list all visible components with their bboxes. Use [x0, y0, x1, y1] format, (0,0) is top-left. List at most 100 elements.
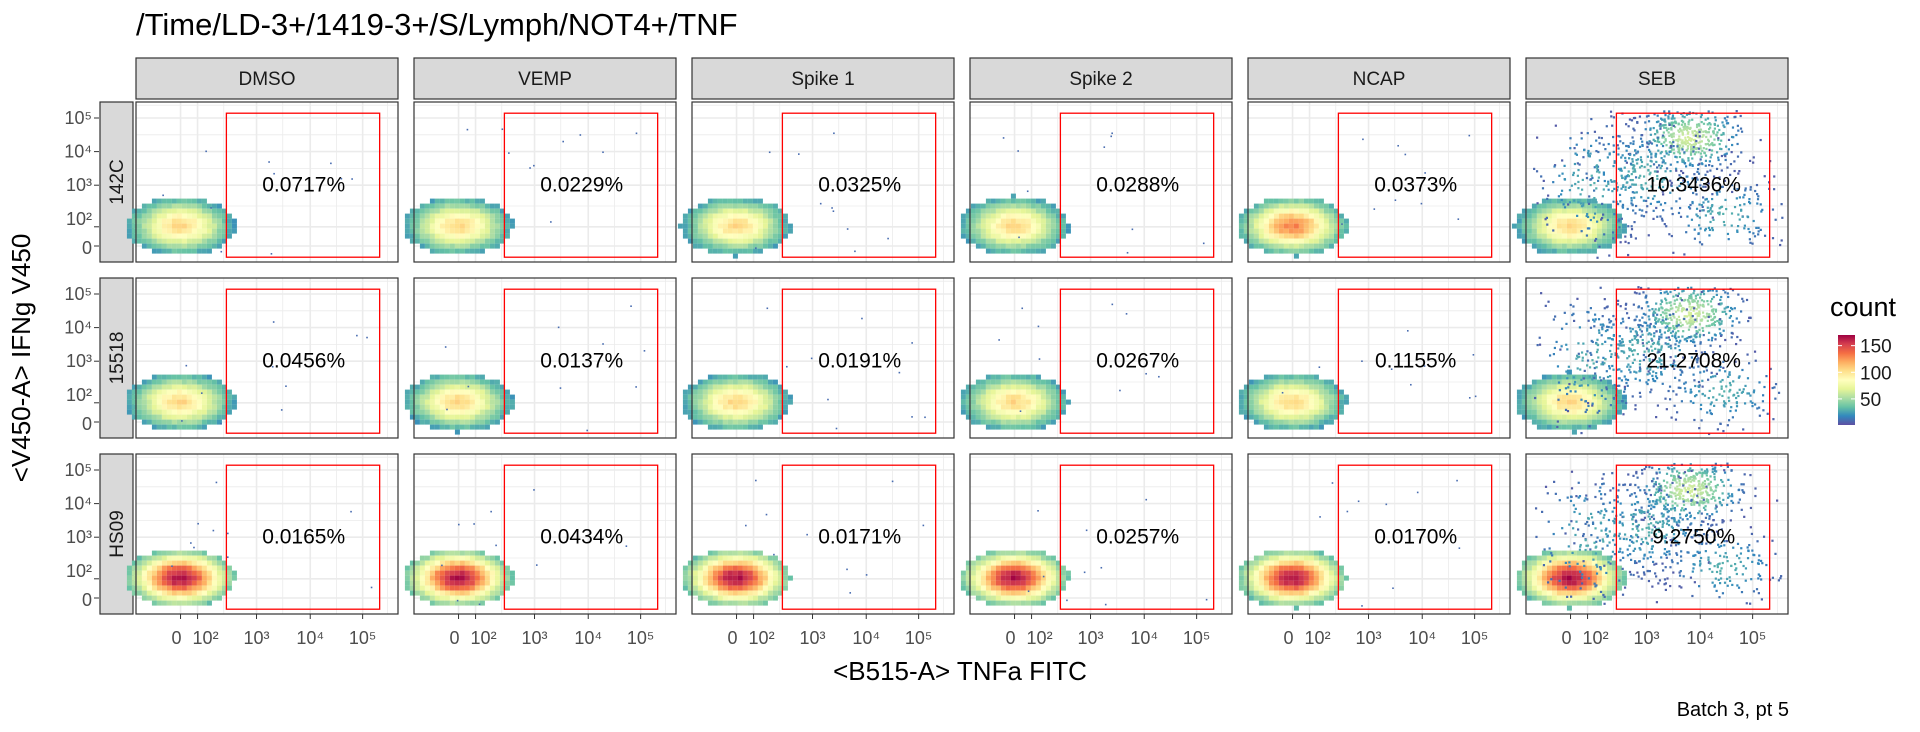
y-tick-label: 10⁵	[65, 460, 92, 480]
x-tick-label: 10⁴	[1686, 628, 1714, 648]
caption: Batch 3, pt 5	[1677, 699, 1789, 721]
x-tick-label: 10³	[1078, 628, 1104, 648]
density-cloud	[682, 307, 926, 430]
strip-ncap: NCAP	[1247, 57, 1511, 100]
panel-hs09-vemp: 0.0434%	[404, 453, 677, 615]
y-tick-label: 0	[82, 414, 92, 434]
gate-percentage-label: 9.2750%	[1652, 526, 1735, 549]
density-cloud	[126, 150, 353, 255]
panel-hs09-dmso: 0.0165%	[126, 453, 399, 615]
gate-percentage-label: 0.0137%	[540, 350, 623, 373]
x-tick-label: 10⁴	[852, 628, 880, 648]
density-cloud	[960, 498, 1208, 606]
gate-percentage-label: 0.0191%	[818, 350, 901, 373]
panel-grid	[692, 278, 954, 438]
x-tick-label: 10⁴	[574, 628, 602, 648]
gate-rectangle	[503, 464, 659, 610]
y-tick-label: 10²	[66, 209, 92, 229]
density-cloud	[960, 303, 1160, 430]
panel-grid	[136, 454, 398, 614]
density-cloud	[1238, 330, 1477, 430]
density-cloud	[960, 132, 1205, 254]
y-tick-label: 0	[82, 590, 92, 610]
y-tick-label: 10⁴	[64, 142, 92, 162]
panel-142c-seb: 10.3436%	[1511, 101, 1789, 263]
x-tick-label: 10²	[193, 628, 219, 648]
panel-hs09-spike-1: 0.0171%	[682, 453, 955, 615]
x-tick-label: 0	[172, 628, 182, 648]
x-tick-label: 10³	[1634, 628, 1660, 648]
strip-vemp: VEMP	[413, 57, 677, 100]
panel-142c-spike-2: 0.0288%	[960, 101, 1233, 263]
panel-border	[1525, 277, 1789, 439]
gate-percentage-label: 0.0288%	[1096, 174, 1179, 197]
x-tick-label: 10⁴	[296, 628, 324, 648]
row-strip-label: 142C	[107, 159, 128, 204]
x-tick-label: 10⁵	[1183, 628, 1210, 648]
panel-grid	[1526, 454, 1788, 614]
panel-142c-vemp: 0.0229%	[404, 101, 677, 263]
density-cloud	[682, 479, 925, 606]
strip-label: NCAP	[1353, 69, 1406, 90]
panel-border	[969, 277, 1233, 439]
density-cloud	[1511, 110, 1784, 259]
gate-percentage-label: 0.0456%	[262, 350, 345, 373]
gate-rectangle	[1337, 464, 1493, 610]
row-strip-label: HS09	[107, 510, 128, 558]
panel-grid	[1248, 102, 1510, 262]
x-tick-label: 0	[1284, 628, 1294, 648]
panel-border	[691, 453, 955, 615]
gate-rectangle	[1059, 288, 1215, 434]
gate-rectangle	[1337, 288, 1493, 434]
y-tick-label: 0	[82, 238, 92, 258]
strip-label: SEB	[1638, 69, 1676, 90]
gate-rectangle	[503, 112, 659, 258]
x-tick-label: 10⁵	[349, 628, 376, 648]
row-strip-label: 15518	[107, 332, 128, 385]
y-tick-label: 10⁵	[65, 284, 92, 304]
x-tick-label: 10⁵	[1739, 628, 1766, 648]
panel-border	[413, 277, 677, 439]
panel-hs09-ncap: 0.0170%	[1238, 453, 1511, 615]
gate-percentage-label: 21.2708%	[1646, 350, 1741, 373]
y-tick-label: 10⁵	[65, 108, 92, 128]
panel-142c-ncap: 0.0373%	[1238, 101, 1511, 263]
panel-142c-spike-1: 0.0325%	[677, 101, 955, 263]
strip-dmso: DMSO	[135, 57, 399, 100]
x-tick-label: 10³	[522, 628, 548, 648]
gate-rectangle	[1615, 288, 1771, 434]
gate-rectangle	[781, 112, 937, 258]
x-tick-label: 10²	[1027, 628, 1053, 648]
gate-rectangle	[1615, 112, 1771, 258]
x-tick-label: 10²	[749, 628, 775, 648]
strip-row-15518: 15518	[99, 277, 134, 439]
panel-border	[1247, 101, 1511, 263]
panel-15518-spike-2: 0.0267%	[960, 277, 1233, 439]
y-tick-label: 10²	[66, 385, 92, 405]
panel-border	[135, 453, 399, 615]
strip-spike-2: Spike 2	[969, 57, 1233, 100]
gate-percentage-label: 0.0373%	[1374, 174, 1457, 197]
x-axis-title: <B515-A> TNFa FITC	[833, 656, 1087, 686]
x-tick-label: 10²	[1305, 628, 1331, 648]
panel-border	[413, 101, 677, 263]
legend-tick-label: 150	[1860, 337, 1892, 358]
y-tick-label: 10⁴	[64, 494, 92, 514]
x-tick-label: 10³	[800, 628, 826, 648]
x-tick-label: 10³	[1356, 628, 1382, 648]
y-tick-label: 10⁴	[64, 318, 92, 338]
panel-15518-ncap: 0.1155%	[1238, 277, 1511, 439]
density-cloud	[404, 489, 628, 606]
gate-percentage-label: 0.0434%	[540, 526, 623, 549]
density-cloud	[677, 132, 889, 259]
density-cloud	[404, 128, 638, 254]
panel-15518-vemp: 0.0137%	[404, 277, 677, 439]
x-tick-label: 10⁴	[1130, 628, 1158, 648]
gate-rectangle	[503, 288, 659, 434]
gate-rectangle	[1059, 112, 1215, 258]
x-tick-label: 10²	[1583, 628, 1609, 648]
y-tick-label: 10³	[66, 351, 92, 371]
density-cloud	[1238, 479, 1461, 611]
panel-142c-dmso: 0.0717%	[126, 101, 399, 263]
x-tick-label: 10³	[244, 628, 270, 648]
